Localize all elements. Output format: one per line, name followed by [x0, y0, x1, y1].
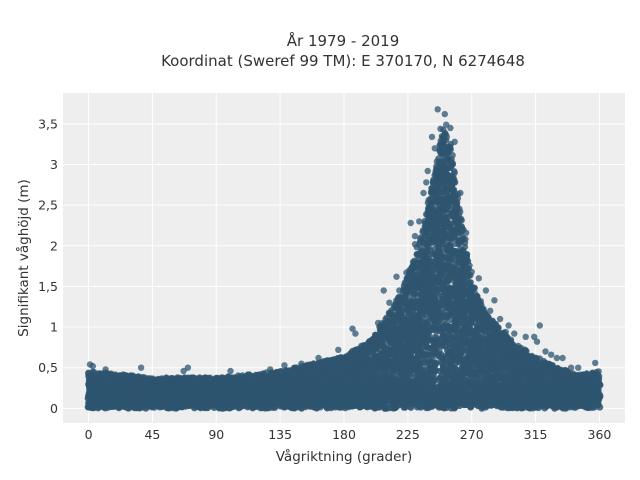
chart-title-line1: År 1979 - 2019	[287, 31, 400, 50]
data-points	[84, 106, 604, 412]
chart-title-line2: Koordinat (Sweref 99 TM): E 370170, N 62…	[161, 52, 525, 70]
